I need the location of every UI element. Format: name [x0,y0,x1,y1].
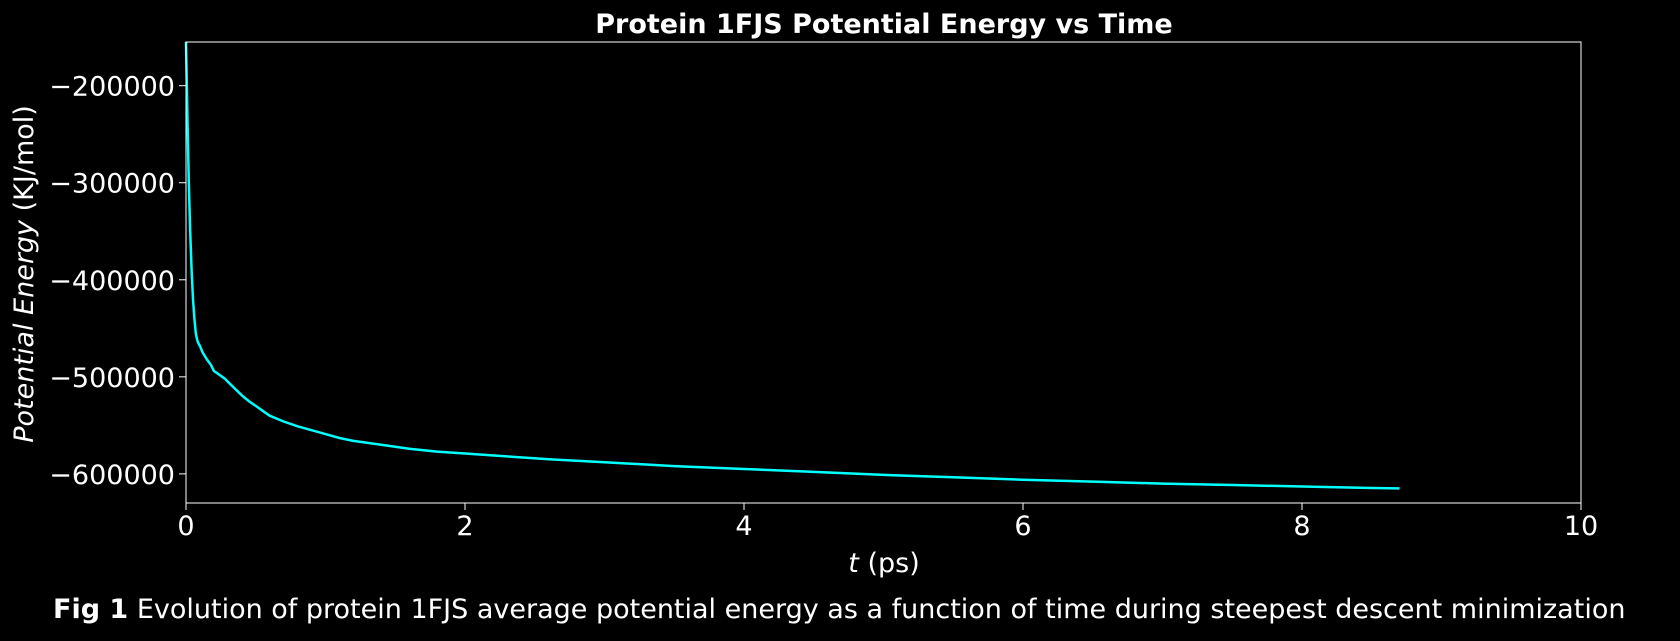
x-tick-label: 6 [1014,511,1031,542]
y-tick-label: −400000 [49,266,175,297]
x-tick-label: 2 [456,511,473,542]
axes-frame [185,41,1582,504]
series-line [184,41,1400,490]
chart-title: Protein 1FJS Potential Energy vs Time [595,9,1173,40]
figure-caption-label: Fig 1 [53,594,129,625]
x-axis-label: t (ps) [848,548,919,579]
plot-area [184,41,1582,504]
figure-caption: Fig 1 Evolution of protein 1FJS average … [53,594,1625,625]
y-tick-label: −200000 [49,72,175,103]
y-axis-label: Potential Energy (KJ/mol) [9,105,40,443]
x-axis-label-variable: t [848,548,860,579]
x-axis-ticks: 0 2 4 6 8 10 [177,503,1598,542]
x-tick-label: 8 [1293,511,1310,542]
x-axis-label-unit: (ps) [867,548,919,579]
y-tick-label: −500000 [49,363,175,394]
y-axis-label-variable: Potential Energy [9,219,40,443]
y-tick-label: −300000 [49,169,175,200]
y-axis-ticks: −200000 −300000 −400000 −500000 −600000 [49,72,186,491]
y-axis-label-unit: (KJ/mol) [9,105,40,211]
x-tick-label: 0 [177,511,194,542]
figure-caption-text: Evolution of protein 1FJS average potent… [136,594,1626,625]
x-tick-label: 10 [1564,511,1598,542]
x-tick-label: 4 [735,511,752,542]
y-tick-label: −600000 [49,460,175,491]
